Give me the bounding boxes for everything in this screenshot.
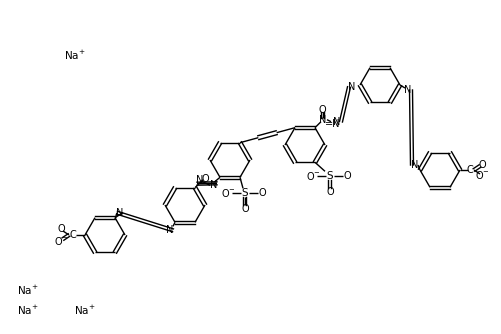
Text: N: N <box>116 208 123 218</box>
Text: =N: =N <box>325 119 340 129</box>
Text: O: O <box>201 174 208 184</box>
Text: N: N <box>166 225 173 235</box>
Text: O$^{-}$: O$^{-}$ <box>54 235 68 247</box>
Text: O: O <box>57 224 65 234</box>
Text: N: N <box>410 160 418 170</box>
Text: C: C <box>70 230 76 240</box>
Text: N: N <box>319 115 326 125</box>
Text: N: N <box>333 117 340 127</box>
Text: N: N <box>348 82 355 92</box>
Text: Na$^{+}$: Na$^{+}$ <box>17 284 39 297</box>
Text: Na$^{+}$: Na$^{+}$ <box>64 48 86 61</box>
Text: O: O <box>318 105 325 115</box>
Text: O: O <box>258 188 266 198</box>
Text: O$^{-}$: O$^{-}$ <box>220 187 235 199</box>
Text: O$^{-}$: O$^{-}$ <box>473 169 488 181</box>
Text: C: C <box>466 165 472 175</box>
Text: N: N <box>210 180 217 190</box>
Text: O: O <box>240 204 248 214</box>
Text: O: O <box>477 160 485 170</box>
Text: S: S <box>326 171 333 181</box>
Text: Na$^{+}$: Na$^{+}$ <box>17 304 39 317</box>
Text: N: N <box>403 85 411 95</box>
Text: O: O <box>326 187 333 197</box>
Text: N: N <box>196 175 203 185</box>
Text: Na$^{+}$: Na$^{+}$ <box>74 304 96 317</box>
Text: O$^{-}$: O$^{-}$ <box>305 170 320 182</box>
Text: O: O <box>343 171 350 181</box>
Text: S: S <box>241 188 248 198</box>
